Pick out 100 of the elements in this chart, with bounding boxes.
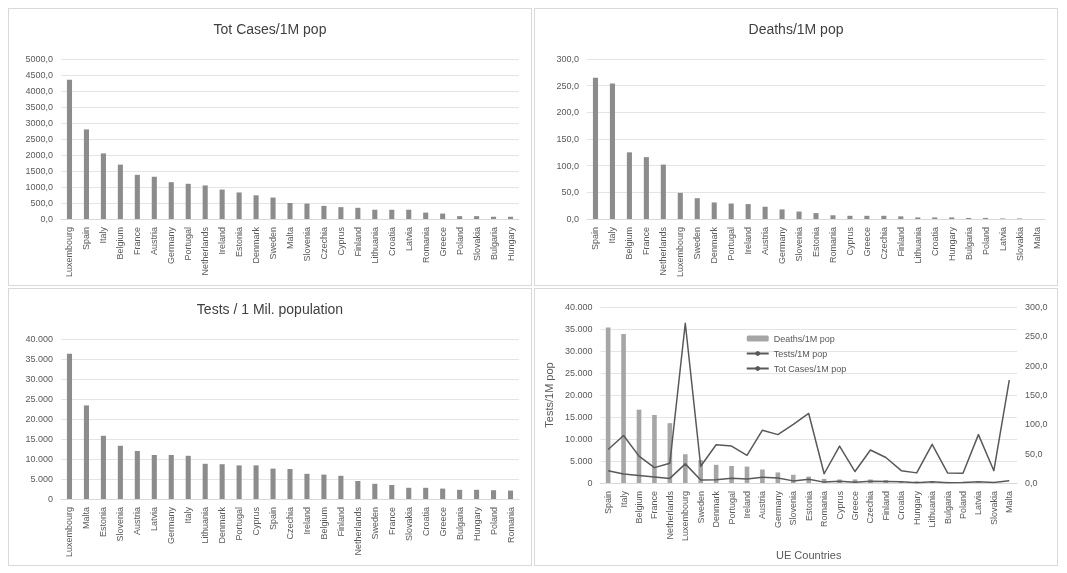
x-tick-label: Italy: [607, 226, 618, 244]
x-tick-label: Hungary: [471, 506, 482, 542]
y-tick-label: 1500,0: [25, 166, 53, 176]
y-tick-label: 5.000: [569, 456, 593, 466]
x-tick-label: Greece: [850, 491, 860, 521]
x-tick-label: Italy: [618, 490, 629, 508]
x-tick-label: Croatia: [386, 227, 397, 257]
y-tick-label: 35.000: [25, 354, 53, 364]
y2-tick-label: 0,0: [1025, 478, 1038, 488]
y-tick-label: 300,0: [556, 54, 579, 64]
x-tick-label: Poland: [454, 227, 465, 256]
x-tick-label: Austria: [149, 227, 160, 256]
legend-label: Deaths/1M pop: [773, 333, 835, 344]
y-tick-label: 4000,0: [25, 86, 53, 96]
legend-label: Tot Cases/1M pop: [773, 363, 847, 374]
x-tick-label: Croatia: [929, 227, 940, 257]
y-tick-label: 500,0: [30, 198, 53, 208]
y-tick-label: 200,0: [556, 107, 579, 118]
x-tick-label: Malta: [1031, 227, 1042, 250]
x-tick-label: Slovakia: [403, 507, 414, 542]
x-tick-label: Luxembourg: [680, 491, 691, 542]
x-tick-label: Latvia: [997, 227, 1008, 252]
x-tick-label: Slovakia: [471, 227, 482, 262]
y-tick-label: 40.000: [25, 334, 53, 344]
x-tick-label: Greece: [437, 507, 448, 537]
x-tick-label: Belgium: [624, 227, 635, 260]
x-tick-label: Latvia: [973, 491, 984, 516]
x-tick-label: Belgium: [318, 507, 329, 540]
x-tick-label: Slovenia: [115, 507, 126, 542]
x-tick-label: Estonia: [811, 227, 821, 258]
x-tick-label: Bulgaria: [454, 507, 465, 541]
x-tick-label: France: [386, 507, 397, 536]
x-tick-label: Ireland: [217, 227, 228, 255]
x-tick-label: Romania: [827, 227, 838, 264]
y-tick-label: 20.000: [564, 390, 593, 400]
x-tick-label: Hungary: [911, 490, 922, 526]
x-tick-label: Hungary: [946, 226, 957, 262]
x-tick-label: Cyprus: [251, 506, 262, 536]
x-tick-label: Germany: [166, 226, 177, 265]
x-tick-label: France: [132, 227, 143, 256]
x-tick-label: Italy: [98, 226, 109, 244]
x-tick-label: Poland: [488, 507, 499, 536]
y2-tick-label: 150,0: [1025, 390, 1048, 400]
y2-tick-label: 100,0: [1025, 419, 1048, 430]
x-tick-label: Portugal: [183, 227, 194, 261]
x-tick-label: Lithuania: [927, 491, 938, 528]
x-tick-label: Portugal: [234, 507, 245, 541]
x-tick-label: Slovakia: [988, 491, 999, 526]
y-tick-label: 3500,0: [25, 102, 53, 112]
x-tick-label: Bulgaria: [942, 491, 953, 525]
x-tick-label: Luxembourg: [64, 227, 75, 278]
x-tick-label: France: [641, 227, 652, 256]
legend-label: Tests/1M pop: [773, 348, 828, 359]
x-tick-label: Denmark: [711, 490, 722, 528]
y-tick-label: 250,0: [556, 80, 579, 91]
x-tick-label: Finland: [352, 227, 363, 257]
x-tick-label: Bulgaria: [963, 227, 974, 261]
y-tick-label: 0: [47, 494, 53, 504]
y-tick-label: 100,0: [556, 160, 579, 171]
y-tick-label: 0,0: [566, 214, 579, 224]
y-tick-label: 50,0: [561, 187, 579, 198]
y-tick-label: 3000,0: [25, 118, 53, 128]
x-tick-label: Netherlands: [664, 490, 675, 540]
y2-tick-label: 250,0: [1025, 331, 1048, 342]
y-tick-label: 25.000: [25, 394, 53, 404]
x-tick-label: Netherlands: [200, 226, 211, 276]
chart-title: Tot Cases/1M pop: [213, 21, 327, 37]
y-tick-label: 35.000: [564, 324, 593, 334]
x-axis-title: UE Countries: [776, 548, 842, 561]
x-tick-label: Portugal: [726, 491, 737, 525]
x-tick-label: Sweden: [695, 491, 706, 524]
x-tick-label: Malta: [1004, 491, 1015, 514]
x-tick-label: Spain: [590, 227, 601, 251]
x-tick-label: Germany: [772, 490, 783, 529]
x-tick-label: Croatia: [420, 507, 431, 537]
y-axis-title: Tests/1M pop: [542, 362, 555, 428]
x-tick-label: Denmark: [709, 226, 720, 264]
x-tick-label: Portugal: [726, 227, 737, 261]
x-tick-label: Malta: [81, 507, 92, 530]
x-tick-label: Italy: [183, 506, 194, 524]
y-tick-label: 1000,0: [25, 182, 53, 192]
y-tick-label: 25.000: [564, 368, 593, 378]
y-tick-label: 15.000: [564, 412, 593, 422]
x-tick-label: Slovakia: [1014, 227, 1025, 262]
x-tick-label: Estonia: [803, 491, 814, 522]
y-tick-label: 2000,0: [25, 150, 53, 160]
x-tick-label: Belgium: [115, 227, 126, 260]
x-tick-label: Czechia: [318, 227, 329, 260]
y-tick-label: 5000,0: [25, 54, 53, 64]
x-tick-label: Lithuania: [200, 507, 211, 544]
x-tick-label: Sweden: [692, 227, 703, 260]
x-tick-label: Germany: [777, 226, 788, 265]
y2-tick-label: 200,0: [1025, 360, 1048, 371]
x-tick-label: Spain: [603, 491, 614, 515]
x-tick-label: France: [649, 491, 660, 520]
x-tick-label: Austria: [760, 227, 771, 256]
y-tick-label: 2500,0: [25, 134, 53, 144]
y-tick-label: 30.000: [25, 374, 53, 384]
x-tick-label: Romania: [420, 227, 431, 264]
x-tick-label: Cyprus: [335, 226, 346, 256]
